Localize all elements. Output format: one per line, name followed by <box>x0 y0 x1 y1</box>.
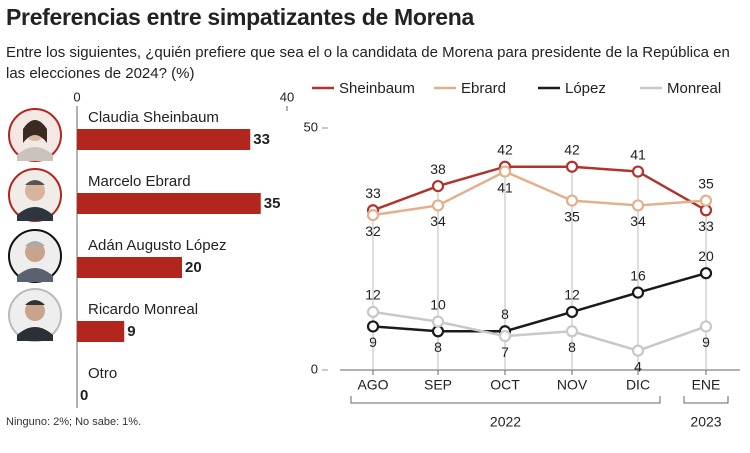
category-label: Adán Augusto López <box>88 237 226 254</box>
value-label: 8 <box>434 339 442 355</box>
point <box>498 330 512 343</box>
point <box>565 160 579 173</box>
point <box>366 320 380 333</box>
point <box>699 204 713 217</box>
point <box>631 344 645 357</box>
title: Preferencias entre simpatizantes de More… <box>6 4 475 30</box>
point <box>366 209 380 222</box>
value-label: 34 <box>430 213 446 229</box>
point <box>631 286 645 299</box>
value-label: 34 <box>630 213 646 229</box>
point <box>631 199 645 212</box>
x-tick-label: NOV <box>557 377 588 393</box>
value-label: 8 <box>501 306 509 322</box>
bar <box>77 129 251 150</box>
value-label: 33 <box>253 131 270 148</box>
value-label: 4 <box>634 358 642 374</box>
photos <box>8 108 62 342</box>
series-line <box>372 310 707 352</box>
point <box>631 165 645 178</box>
value-label: 33 <box>365 185 381 201</box>
point <box>431 325 445 338</box>
value-label: 12 <box>564 287 580 303</box>
bar <box>77 321 125 342</box>
bar <box>77 193 261 214</box>
point <box>565 194 579 207</box>
value-label: 35 <box>564 208 580 224</box>
series-line <box>372 170 707 217</box>
x-tick-label: AGO <box>357 377 388 393</box>
point <box>699 267 713 280</box>
value-label: 41 <box>497 179 513 195</box>
point <box>699 194 713 207</box>
value-label: 9 <box>702 334 710 350</box>
note: Ninguno: 2%; No sabe: 1%. <box>6 416 142 428</box>
value-label: 10 <box>430 296 446 312</box>
y-tick-label: 0 <box>311 361 318 376</box>
value-label: 16 <box>630 267 646 283</box>
legend-label: Monreal <box>667 80 721 97</box>
value-label: 35 <box>698 175 714 191</box>
legend-label: Sheinbaum <box>339 80 415 97</box>
value-label: 9 <box>369 334 377 350</box>
point <box>498 165 512 178</box>
x-tick-label: DIC <box>626 377 650 393</box>
value-label: 20 <box>185 259 202 276</box>
year-label: 2023 <box>690 414 721 430</box>
value-label: 12 <box>365 287 381 303</box>
point <box>565 325 579 338</box>
value-label: 32 <box>365 223 381 239</box>
value-label: 42 <box>564 141 580 157</box>
x-tick-label: 0 <box>73 89 80 104</box>
value-label: 7 <box>501 344 509 360</box>
point <box>431 179 445 193</box>
category-label: Ricardo Monreal <box>88 301 198 318</box>
category-label: Marcelo Ebrard <box>88 173 191 190</box>
value-label: 38 <box>430 161 446 177</box>
point <box>565 305 579 319</box>
x-tick-label: ENE <box>692 377 721 393</box>
value-label: 42 <box>497 141 513 157</box>
series-line <box>372 271 707 333</box>
value-label: 0 <box>80 387 88 404</box>
value-label: 8 <box>568 339 576 355</box>
legend-label: López <box>565 80 606 97</box>
value-label: 33 <box>698 218 714 234</box>
series-line <box>372 165 707 212</box>
point <box>699 320 713 333</box>
value-label: 20 <box>698 248 714 264</box>
y-tick-label: 50 <box>304 119 318 134</box>
x-tick-label: OCT <box>490 377 520 393</box>
x-tick-label: 40 <box>280 89 294 104</box>
year-bracket <box>683 396 729 404</box>
category-label: Claudia Sheinbaum <box>88 109 219 126</box>
value-label: 35 <box>264 195 281 212</box>
value-label: 9 <box>127 323 135 340</box>
legend-label: Ebrard <box>461 80 506 97</box>
point <box>431 315 445 328</box>
year-bracket <box>350 396 661 404</box>
x-tick-label: SEP <box>424 377 452 393</box>
bar <box>77 257 182 278</box>
subtitle: Entre los siguientes, ¿quién prefiere qu… <box>6 44 730 82</box>
value-label: 41 <box>630 146 646 162</box>
point <box>366 305 380 319</box>
point <box>431 199 445 212</box>
category-label: Otro <box>88 365 117 382</box>
year-label: 2022 <box>490 414 521 430</box>
